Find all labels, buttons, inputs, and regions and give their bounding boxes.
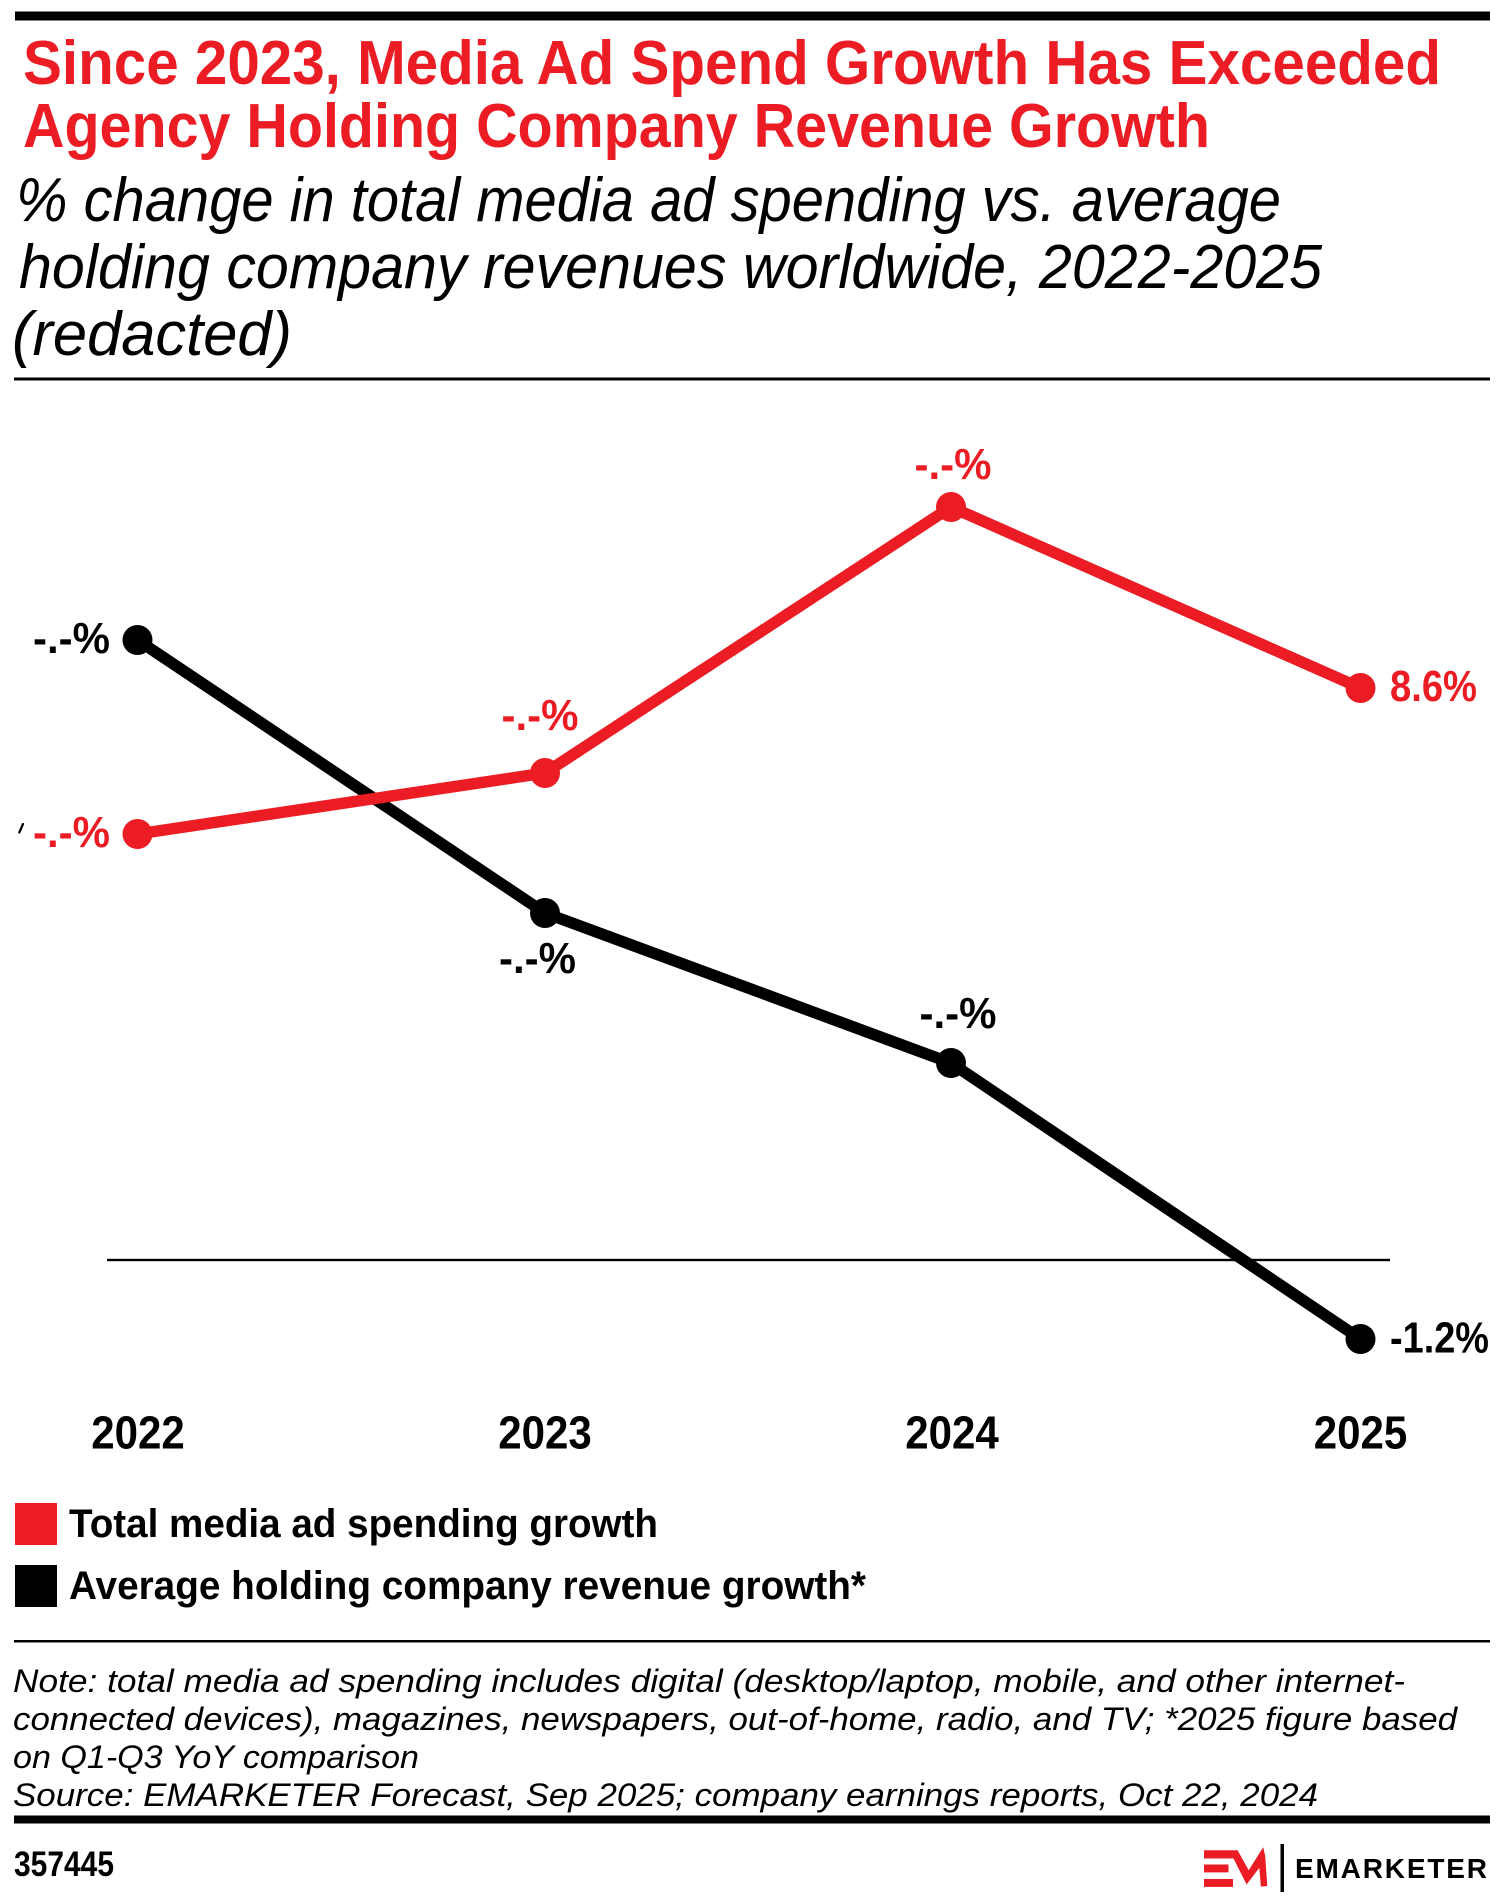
svg-text:% change in total media ad spe: % change in total media ad spending vs. …: [16, 166, 1281, 235]
svg-text:connected devices), magazines,: connected devices), magazines, newspaper…: [13, 1701, 1458, 1737]
svg-text:Note: total media ad spending: Note: total media ad spending includes d…: [13, 1663, 1405, 1699]
svg-text:Agency Holding Company Revenue: Agency Holding Company Revenue Growth: [23, 92, 1210, 161]
svg-text:holding company revenues world: holding company revenues worldwide, 2022…: [19, 233, 1322, 302]
svg-text:2023: 2023: [498, 1407, 592, 1459]
svg-text:8.6%: 8.6%: [1390, 662, 1477, 711]
svg-text:-1.2%: -1.2%: [1390, 1314, 1489, 1363]
svg-text:-.-%: -.-%: [920, 989, 997, 1038]
svg-text:2024: 2024: [905, 1407, 999, 1459]
svg-text:Source: EMARKETER Forecast, Se: Source: EMARKETER Forecast, Sep 2025; co…: [13, 1777, 1318, 1813]
svg-text:EMARKETER: EMARKETER: [1295, 1853, 1487, 1884]
svg-text:Average holding company revenu: Average holding company revenue growth*: [69, 1564, 866, 1608]
svg-text:Total media ad spending growth: Total media ad spending growth: [69, 1502, 658, 1546]
svg-text:Since 2023, Media Ad Spend Gro: Since 2023, Media Ad Spend Growth Has Ex…: [23, 29, 1441, 98]
svg-text:357445: 357445: [14, 1845, 114, 1884]
svg-text:2022: 2022: [91, 1407, 185, 1459]
svg-text:on Q1-Q3 YoY comparison: on Q1-Q3 YoY comparison: [13, 1739, 419, 1775]
svg-text:2025: 2025: [1314, 1407, 1408, 1459]
svg-text:-.-%: -.-%: [499, 934, 576, 983]
svg-text:-.-%: -.-%: [33, 614, 110, 663]
svg-text:-.-%: -.-%: [502, 691, 579, 740]
svg-text:(redacted): (redacted): [12, 300, 292, 369]
svg-text:-.-%: -.-%: [915, 440, 992, 489]
svg-text:-.-%: -.-%: [33, 808, 110, 857]
